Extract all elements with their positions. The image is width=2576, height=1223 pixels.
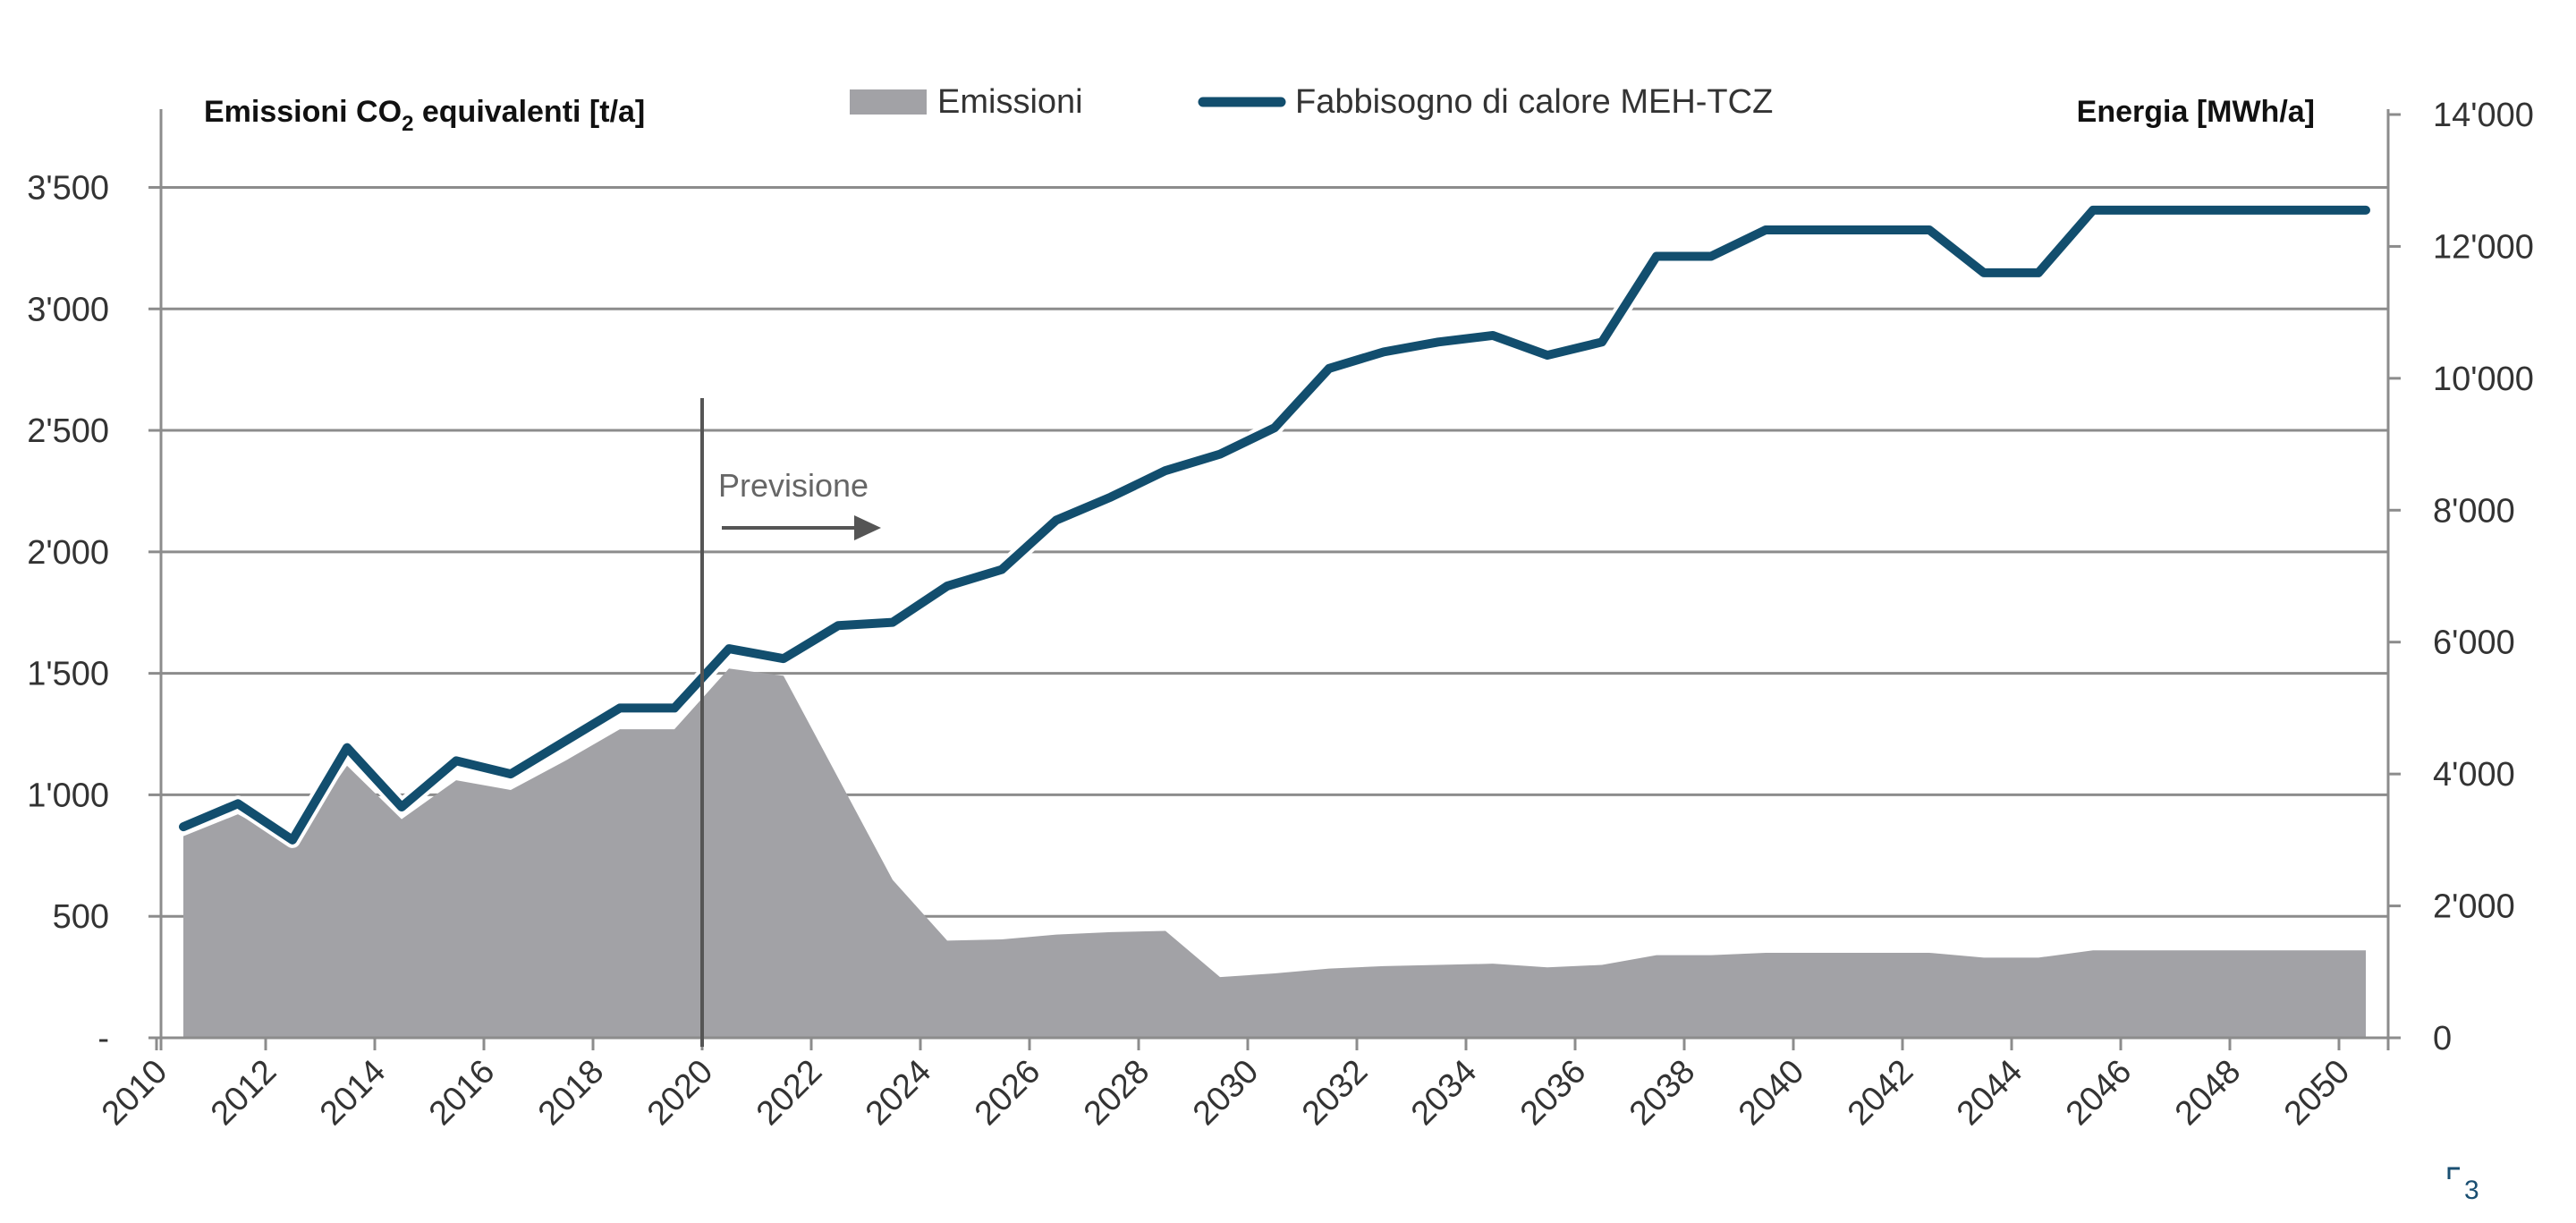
right-tick-label-6: 12'000	[2433, 228, 2534, 266]
legend-label-fabbisogno: Fabbisogno di calore MEH-TCZ	[1295, 83, 1773, 121]
x-tick-label-7: 2024	[859, 1053, 938, 1133]
legend-swatch-emissioni	[850, 89, 927, 115]
axes	[148, 109, 2401, 1050]
x-tick-label-3: 2016	[422, 1053, 502, 1133]
energy-line	[179, 205, 2370, 845]
legend-label-emissioni: Emissioni	[937, 83, 1083, 121]
x-tick-label-10: 2030	[1186, 1053, 1266, 1133]
x-tick-label-2: 2014	[313, 1053, 393, 1133]
left-tick-label-3: 1'500	[27, 656, 109, 693]
x-axis-ticks: 2010 2012 2014 2016 2018 2020 2022 2024 2026 2028…	[95, 1038, 2357, 1133]
right-tick-label-7: 14'000	[2433, 97, 2534, 134]
left-tick-label-0: -	[97, 1020, 109, 1057]
right-tick-label-0: 0	[2433, 1020, 2452, 1057]
right-tick-label-2: 4'000	[2433, 756, 2515, 794]
forecast-label: Previsione	[718, 467, 869, 504]
x-tick-label-6: 2022	[750, 1053, 829, 1133]
left-tick-label-2: 1'000	[27, 777, 109, 814]
legend: Emissioni Fabbisogno di calore MEH-TCZ	[850, 83, 1773, 121]
x-tick-label-14: 2038	[1623, 1053, 1702, 1133]
x-tick-label-19: 2048	[2168, 1053, 2248, 1133]
right-tick-label-5: 10'000	[2433, 361, 2534, 398]
x-tick-label-9: 2028	[1077, 1053, 1157, 1133]
energy-line-halo	[180, 201, 2366, 848]
page-mark: 3	[2464, 1176, 2479, 1205]
x-tick-label-18: 2046	[2059, 1053, 2139, 1133]
left-tick-label-5: 2'500	[27, 412, 109, 450]
x-tick-label-11: 2032	[1295, 1053, 1375, 1133]
x-tick-label-8: 2026	[968, 1053, 1047, 1133]
left-tick-label-1: 500	[53, 898, 109, 936]
right-tick-label-1: 2'000	[2433, 888, 2515, 926]
left-tick-label-4: 2'000	[27, 534, 109, 572]
emissions-area	[183, 668, 2366, 1038]
x-tick-label-13: 2036	[1513, 1053, 1593, 1133]
left-tick-label-6: 3'000	[27, 291, 109, 328]
x-tick-label-4: 2018	[531, 1053, 611, 1133]
x-tick-label-17: 2044	[1950, 1053, 2029, 1133]
left-axis-title: Emissioni CO2 equivalenti [t/a]	[204, 95, 645, 136]
energy-line-layer	[179, 201, 2370, 848]
right-tick-label-4: 8'000	[2433, 492, 2515, 530]
x-tick-label-15: 2040	[1732, 1053, 1811, 1133]
x-tick-label-1: 2012	[204, 1053, 284, 1133]
left-axis-ticks: - 500 1'000 1'500 2'000 2'500 3'000 3'500	[27, 169, 161, 1057]
x-tick-label-5: 2020	[640, 1053, 720, 1133]
emissions-area-layer	[183, 668, 2366, 1038]
x-tick-label-20: 2050	[2277, 1053, 2357, 1133]
forecast-annotation: Previsione	[700, 398, 881, 1047]
left-tick-label-7: 3'500	[27, 169, 109, 207]
x-tick-label-0: 2010	[95, 1053, 174, 1133]
right-axis-title: Energia [MWh/a]	[2077, 95, 2315, 129]
forecast-arrowhead-icon	[854, 515, 881, 540]
right-axis-ticks: 0 2'000 4'000 6'000 8'000 10'000 12'000 14'000	[2388, 97, 2534, 1057]
right-tick-label-3: 6'000	[2433, 624, 2515, 662]
x-tick-label-12: 2034	[1404, 1053, 1484, 1133]
x-tick-label-16: 2042	[1841, 1053, 1920, 1133]
corner-mark-icon	[2447, 1167, 2460, 1179]
